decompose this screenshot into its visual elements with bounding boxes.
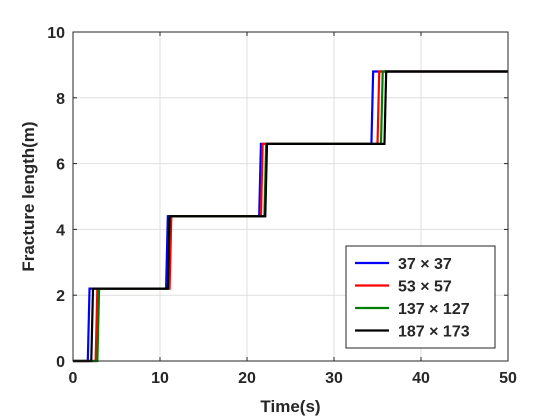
x-tick-label: 40 xyxy=(412,370,430,387)
y-tick-label: 10 xyxy=(47,25,65,42)
legend: 37 × 37 53 × 57 137 × 127 187 × 173 xyxy=(345,245,496,349)
y-tick-label: 8 xyxy=(56,91,65,108)
legend-label: 37 × 37 xyxy=(398,256,452,273)
legend-label: 137 × 127 xyxy=(398,301,470,318)
y-tick-label: 6 xyxy=(56,157,65,174)
tick-labels: 0 10 20 30 40 50 0 2 4 6 8 10 xyxy=(47,25,517,387)
y-axis-label: Fracture length(m) xyxy=(19,121,38,271)
y-tick-label: 2 xyxy=(56,288,65,305)
y-tick-label: 4 xyxy=(56,222,65,239)
series-line-4 xyxy=(73,70,508,363)
x-axis-label: Time(s) xyxy=(260,397,320,416)
x-tick-label: 10 xyxy=(151,370,169,387)
x-tick-label: 0 xyxy=(69,370,78,387)
legend-label: 187 × 173 xyxy=(398,324,470,341)
series-lines xyxy=(73,70,508,363)
plot-area-border xyxy=(72,31,509,362)
x-tick-label: 50 xyxy=(499,370,517,387)
x-tick-label: 20 xyxy=(238,370,256,387)
y-tick-label: 0 xyxy=(56,354,65,371)
x-tick-label: 30 xyxy=(325,370,343,387)
legend-label: 53 × 57 xyxy=(398,279,452,296)
